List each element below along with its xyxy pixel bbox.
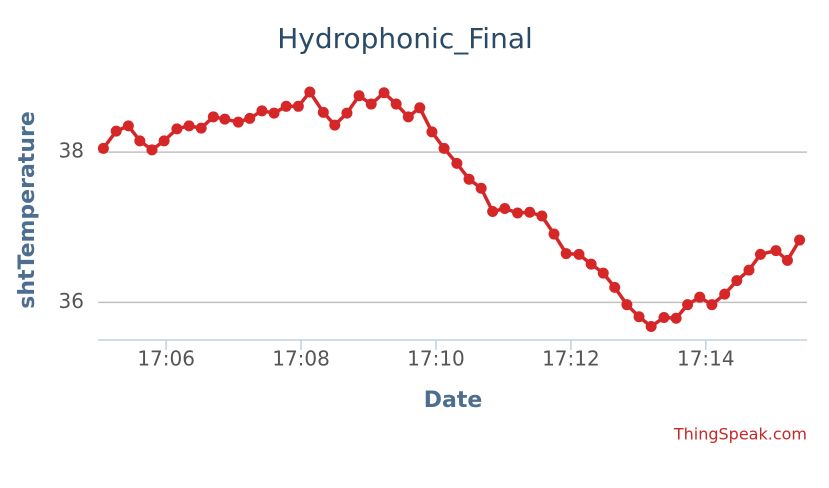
data-point: [414, 102, 426, 114]
data-point: [731, 275, 743, 287]
data-point: [122, 120, 134, 132]
data-point: [402, 111, 414, 123]
data-point: [781, 254, 793, 266]
y-tick-label: 38: [59, 139, 84, 163]
chart-title: Hydrophonic_Final: [277, 22, 533, 55]
data-point: [770, 245, 782, 257]
x-tick-label: 17:06: [137, 347, 195, 371]
data-point: [451, 157, 463, 169]
data-point: [304, 86, 316, 98]
data-line: [101, 90, 802, 329]
data-point: [195, 122, 207, 134]
data-point: [536, 210, 548, 222]
data-point: [694, 291, 706, 303]
data-point: [134, 135, 146, 147]
data-point: [146, 144, 158, 156]
data-point: [292, 100, 304, 112]
data-point: [621, 299, 633, 311]
data-point: [512, 207, 524, 219]
data-point: [244, 112, 256, 124]
data-point: [341, 107, 353, 119]
data-point: [475, 182, 487, 194]
data-point: [353, 90, 365, 102]
data-point: [585, 258, 597, 270]
data-point: [219, 113, 231, 125]
data-point: [97, 142, 109, 154]
x-tick-label: 17:14: [677, 347, 735, 371]
data-point: [645, 320, 657, 332]
data-point: [438, 142, 450, 154]
data-point: [706, 299, 718, 311]
data-point: [487, 206, 499, 218]
data-point: [794, 234, 806, 246]
data-point: [317, 106, 329, 118]
data-point: [609, 281, 621, 293]
x-tick-label: 17:10: [407, 347, 465, 371]
data-point: [183, 120, 195, 132]
x-axis-label: Date: [424, 388, 483, 413]
data-point: [390, 98, 402, 110]
data-point: [365, 98, 377, 110]
credit[interactable]: ThingSpeak.com: [673, 425, 807, 444]
y-tick-label: 36: [59, 289, 84, 313]
data-point: [719, 288, 731, 300]
data-point: [658, 311, 670, 323]
data-point: [573, 248, 585, 260]
data-point: [499, 203, 511, 214]
data-point: [232, 116, 244, 128]
data-point: [743, 264, 755, 276]
data-point: [280, 100, 292, 112]
data-point: [633, 311, 645, 323]
data-point: [158, 135, 170, 147]
data-point: [548, 228, 560, 240]
data-point: [754, 248, 766, 260]
data-point: [682, 299, 694, 311]
data-point: [110, 125, 122, 137]
data-point: [426, 126, 438, 138]
data-point: [256, 105, 268, 117]
data-point: [171, 123, 183, 135]
data-point: [524, 206, 536, 218]
data-point: [670, 312, 682, 324]
y-axis-label: shtTemperature: [15, 111, 40, 309]
data-point: [329, 119, 341, 131]
data-point: [463, 173, 475, 185]
data-point: [378, 87, 390, 99]
data-point: [207, 111, 219, 123]
x-tick-label: 17:12: [542, 347, 600, 371]
data-point: [268, 107, 280, 119]
data-point: [560, 248, 572, 260]
x-tick-label: 17:08: [272, 347, 330, 371]
data-point: [597, 267, 609, 279]
